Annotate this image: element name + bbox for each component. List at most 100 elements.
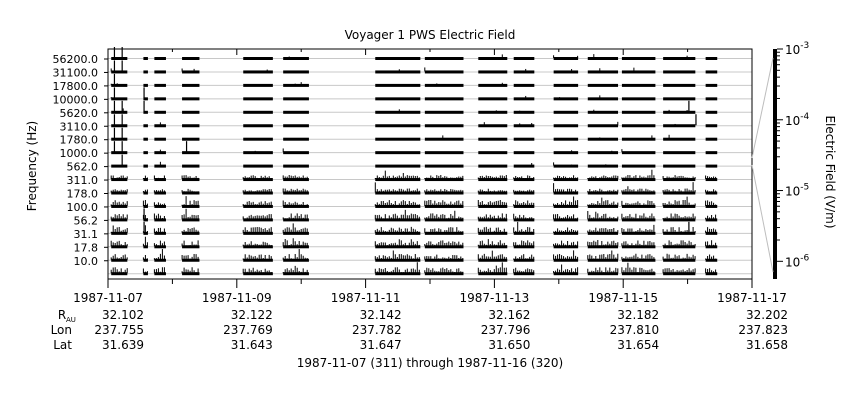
channel-activity <box>424 199 464 206</box>
channel-segment <box>283 57 309 60</box>
channel-activity <box>705 254 717 260</box>
channel-segment <box>143 272 148 276</box>
channel-segment <box>243 218 273 222</box>
channel-segment <box>478 83 508 87</box>
channel-segment <box>243 137 273 141</box>
channel-activity <box>110 254 128 260</box>
channel-segment <box>154 218 166 222</box>
y-tick-label: 5620.0 <box>60 107 99 120</box>
channel-segment <box>705 57 718 60</box>
channel-segment <box>111 272 128 276</box>
channel-segment <box>424 124 464 128</box>
channel-segment <box>478 164 508 168</box>
y-tick-label: 311.0 <box>67 174 99 187</box>
channel-activity <box>621 213 655 220</box>
channel-segment <box>283 178 309 182</box>
channel-segment <box>375 83 421 87</box>
channel-segment <box>182 151 200 155</box>
channel-segment <box>663 70 696 74</box>
channel-segment <box>424 164 464 168</box>
channel-segment <box>621 191 656 195</box>
colorbar-guide-bottom <box>751 164 774 273</box>
channel-segment <box>143 83 148 87</box>
channel-activity <box>553 227 579 233</box>
channel-segment <box>111 70 128 74</box>
channel-activity <box>142 236 148 247</box>
channel-segment <box>705 97 718 101</box>
y-tick-labels: 56200.031100.017800.010000.05620.03110.0… <box>53 53 99 268</box>
channel-segment <box>143 258 148 262</box>
channel-segment <box>375 110 421 114</box>
channel-segment <box>111 97 128 101</box>
channel-segment <box>513 164 535 168</box>
channel-segment <box>111 231 128 235</box>
channel-activity <box>705 189 717 193</box>
channel-segment <box>182 83 200 87</box>
channel-segment <box>587 137 619 141</box>
colorbar-tick-label: 10-3 <box>785 41 809 57</box>
channel-segment <box>587 57 619 60</box>
channel-segment <box>154 137 166 141</box>
channel-segment <box>375 70 421 74</box>
channel-segment <box>283 164 309 168</box>
channel-segment <box>621 83 656 87</box>
channel-activity <box>181 267 199 274</box>
channel-segment <box>478 57 508 60</box>
channel-segment <box>283 110 309 114</box>
channel-segment <box>587 204 619 208</box>
channel-activity <box>142 254 148 260</box>
ephemeris-lon-value: 237.823 <box>738 323 788 337</box>
y-tick-label: 562.0 <box>67 161 99 174</box>
channel-activity <box>705 214 717 220</box>
channel-segment <box>111 178 128 182</box>
channel-segment <box>478 258 508 262</box>
channel-activity <box>424 240 464 247</box>
channel-segment <box>587 178 619 182</box>
channel-segment <box>182 97 200 101</box>
channel-activity <box>181 240 199 247</box>
channel-activity <box>668 109 688 112</box>
channel-activity <box>374 239 420 247</box>
channel-segment <box>621 97 656 101</box>
channel-segment <box>553 245 579 249</box>
ephemeris-lat-value: 31.643 <box>231 338 273 352</box>
y-tick-label: 56200.0 <box>53 53 99 66</box>
channel-activity <box>621 186 655 193</box>
channel-segment <box>621 70 656 74</box>
channel-activity <box>181 68 195 72</box>
channel-segment <box>111 124 128 128</box>
channel-segment <box>587 164 619 168</box>
channel-segment <box>424 231 464 235</box>
y-tick-label: 1000.0 <box>60 147 99 160</box>
channel-segment <box>182 258 200 262</box>
channel-segment <box>283 151 309 155</box>
channel-segment <box>587 231 619 235</box>
channel-activity <box>621 253 655 260</box>
channel-activity <box>110 83 118 85</box>
y-tick-label: 17.8 <box>74 241 99 254</box>
channel-segment <box>182 164 200 168</box>
channel-segment <box>587 191 619 195</box>
rau-label: R <box>58 308 66 322</box>
channel-activity <box>424 210 464 220</box>
channel-segment <box>375 258 421 262</box>
channel-segment <box>478 218 508 222</box>
channel-activity <box>553 264 579 274</box>
channel-segment <box>143 97 148 101</box>
channel-activity <box>282 249 308 260</box>
channel-segment <box>182 191 200 195</box>
channel-activity <box>662 182 696 193</box>
x-tick-date: 1987-11-07 <box>73 291 143 305</box>
channel-segment <box>553 272 579 276</box>
channel-segment <box>111 164 128 168</box>
x-tick-date: 1987-11-09 <box>202 291 272 305</box>
channel-activity <box>242 175 272 180</box>
channel-segment <box>553 83 579 87</box>
channel-segment <box>553 191 579 195</box>
channel-segment <box>283 137 309 141</box>
channel-segment <box>143 70 148 74</box>
channel-activity <box>553 250 579 260</box>
channel-segment <box>154 70 166 74</box>
channel-segment <box>705 245 718 249</box>
channel-activity <box>587 188 619 193</box>
